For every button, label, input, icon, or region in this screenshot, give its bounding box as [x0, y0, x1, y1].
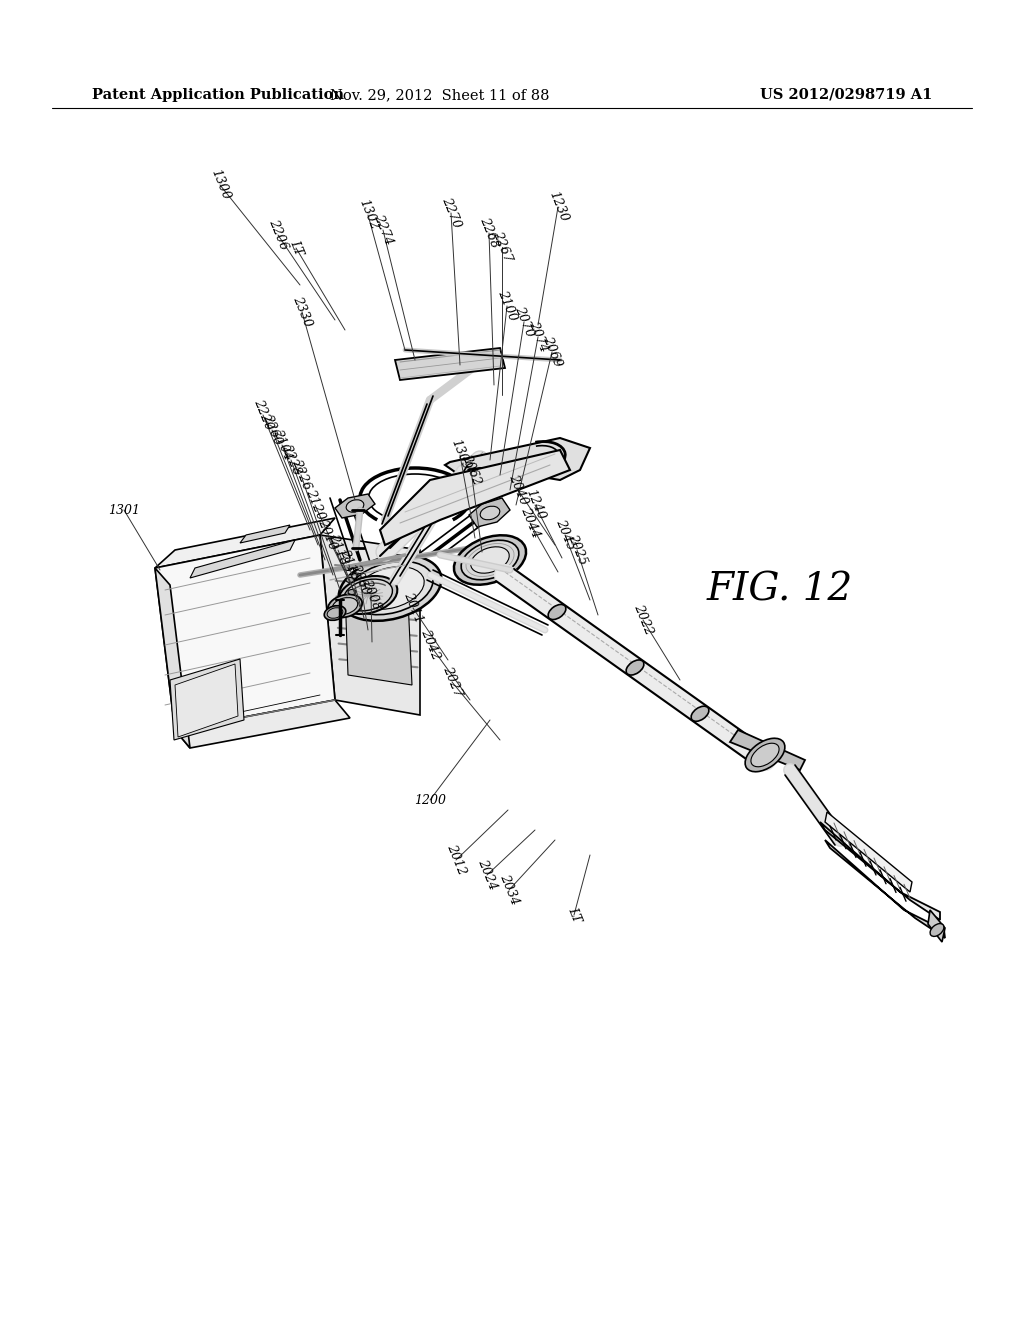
Text: 2118: 2118: [326, 533, 350, 568]
Text: 2120: 2120: [303, 487, 327, 523]
Text: 2330: 2330: [290, 294, 314, 329]
Text: FIG. 12: FIG. 12: [707, 572, 853, 609]
Polygon shape: [155, 568, 190, 748]
Text: 1200: 1200: [414, 793, 446, 807]
Text: 2274: 2274: [371, 213, 395, 247]
Ellipse shape: [626, 660, 644, 675]
Text: 2069: 2069: [540, 335, 564, 370]
Ellipse shape: [454, 536, 526, 585]
Ellipse shape: [745, 738, 784, 772]
Polygon shape: [730, 730, 805, 770]
Text: 2070: 2070: [512, 305, 536, 339]
Ellipse shape: [325, 606, 346, 620]
Text: LT: LT: [287, 239, 305, 257]
Polygon shape: [825, 812, 912, 892]
Polygon shape: [175, 664, 238, 737]
Ellipse shape: [346, 500, 364, 512]
Text: 1309: 1309: [447, 438, 472, 473]
Text: 1302: 1302: [356, 198, 380, 232]
Text: 2045: 2045: [553, 517, 577, 552]
Polygon shape: [380, 450, 570, 545]
Polygon shape: [395, 348, 505, 380]
Ellipse shape: [691, 706, 709, 721]
Text: 2042: 2042: [418, 628, 442, 663]
Polygon shape: [155, 517, 335, 568]
Text: 2044: 2044: [518, 506, 542, 540]
Polygon shape: [170, 659, 244, 741]
Text: 2226: 2226: [289, 458, 313, 492]
Text: 1300: 1300: [208, 168, 232, 202]
Text: 2267: 2267: [489, 230, 514, 264]
Ellipse shape: [480, 506, 500, 520]
Polygon shape: [190, 540, 295, 578]
Text: 1301: 1301: [108, 503, 140, 516]
Text: 2022: 2022: [631, 603, 655, 638]
Text: Nov. 29, 2012  Sheet 11 of 88: Nov. 29, 2012 Sheet 11 of 88: [331, 88, 550, 102]
Text: 2074: 2074: [526, 319, 550, 354]
Text: LT: LT: [565, 906, 583, 925]
Ellipse shape: [343, 579, 392, 611]
Ellipse shape: [548, 605, 566, 619]
Text: 1230: 1230: [546, 190, 570, 224]
Ellipse shape: [751, 743, 779, 767]
Ellipse shape: [339, 556, 441, 620]
Text: 2062: 2062: [459, 453, 483, 487]
Text: US 2012/0298719 A1: US 2012/0298719 A1: [760, 88, 932, 102]
Ellipse shape: [328, 594, 362, 618]
Polygon shape: [155, 535, 335, 730]
Ellipse shape: [327, 607, 343, 618]
Text: 2206: 2206: [266, 218, 290, 252]
Text: 2025: 2025: [565, 533, 589, 568]
Ellipse shape: [346, 578, 354, 582]
Text: 2104: 2104: [270, 428, 294, 462]
Text: 2260: 2260: [260, 413, 284, 447]
Ellipse shape: [347, 561, 433, 615]
Polygon shape: [825, 840, 945, 939]
Text: 2011: 2011: [401, 591, 425, 626]
Text: 2060: 2060: [348, 562, 372, 597]
Ellipse shape: [339, 576, 397, 614]
Polygon shape: [175, 700, 350, 748]
Polygon shape: [319, 535, 420, 715]
Text: 2010: 2010: [315, 517, 339, 552]
Ellipse shape: [461, 540, 519, 579]
Text: 2228: 2228: [279, 442, 303, 478]
Text: 2012: 2012: [444, 842, 468, 878]
Text: Patent Application Publication: Patent Application Publication: [92, 88, 344, 102]
Polygon shape: [928, 909, 945, 942]
Ellipse shape: [930, 924, 944, 936]
Text: 2268: 2268: [477, 215, 501, 251]
Ellipse shape: [471, 546, 509, 573]
Polygon shape: [469, 498, 510, 527]
Text: 2024: 2024: [475, 858, 499, 892]
Text: 2220: 2220: [251, 397, 275, 432]
Ellipse shape: [348, 590, 356, 594]
Text: 2040: 2040: [506, 473, 530, 507]
Text: 2270: 2270: [439, 195, 463, 230]
Polygon shape: [445, 438, 590, 480]
Ellipse shape: [344, 565, 352, 570]
Text: 2008: 2008: [359, 578, 383, 612]
Text: 2116: 2116: [337, 548, 361, 582]
Text: 2100: 2100: [495, 289, 519, 323]
Ellipse shape: [332, 598, 357, 614]
Ellipse shape: [355, 566, 424, 610]
Text: 2034: 2034: [497, 873, 521, 907]
Polygon shape: [345, 590, 412, 685]
Text: 1240: 1240: [523, 487, 547, 523]
Text: 2027: 2027: [440, 665, 464, 700]
Polygon shape: [335, 494, 375, 517]
Polygon shape: [240, 525, 290, 543]
Polygon shape: [820, 822, 940, 920]
